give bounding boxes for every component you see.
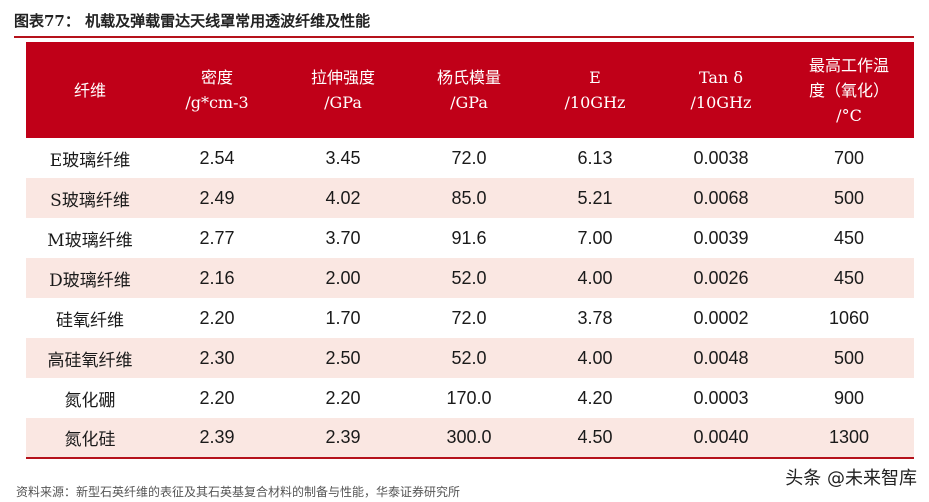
cell-loss-tangent: 0.0038 [693,147,749,168]
table-row: 氮化硅 2.39 2.39 300.0 4.50 0.0040 1300 [26,418,914,458]
cell-fiber: M玻璃纤维 [47,230,133,251]
cell-max-temp: 1060 [828,307,870,328]
cell-dielectric: 4.00 [577,347,613,368]
cell-tensile: 2.39 [325,427,361,447]
cell-density: 2.16 [199,267,235,288]
table-row: E玻璃纤维 2.54 3.45 72.0 6.13 0.0038 700 [26,138,914,178]
header-density: 密度 /g*cm-3 [185,68,249,112]
cell-dielectric: 7.00 [577,227,613,248]
source-note: 资料来源：新型石英纤维的表征及其石英基复合材料的制备与性能，华泰证券研究所 [16,485,461,499]
header-max-temperature: 最高工作温 度（氧化） /°C [808,55,889,125]
header-tensile-strength: 拉伸强度 /GPa [310,68,375,112]
table-header-row: 纤维 密度 /g*cm-3 拉伸强度 /GPa 杨氏模量 /GPa E /10G… [26,42,914,138]
cell-loss-tangent: 0.0048 [693,347,749,368]
cell-tensile: 4.02 [325,187,361,208]
cell-modulus: 72.0 [451,147,487,168]
cell-tensile: 3.45 [325,147,361,168]
cell-fiber: 高硅氧纤维 [47,350,133,371]
cell-modulus: 170.0 [446,387,492,408]
cell-modulus: 85.0 [451,187,487,208]
table-row: M玻璃纤维 2.77 3.70 91.6 7.00 0.0039 450 [26,218,914,258]
cell-density: 2.49 [199,187,235,208]
cell-dielectric: 4.00 [577,267,613,288]
cell-max-temp: 900 [833,387,865,408]
figure-title: 图表77： 机载及弹载雷达天线罩常用透波纤维及性能 [14,12,371,30]
table-row: D玻璃纤维 2.16 2.00 52.0 4.00 0.0026 450 [26,258,914,298]
table-row: 高硅氧纤维 2.30 2.50 52.0 4.00 0.0048 500 [26,338,914,378]
watermark: 头条 @未来智库 [785,468,917,489]
cell-dielectric: 6.13 [577,147,613,168]
cell-density: 2.77 [199,227,235,248]
cell-loss-tangent: 0.0002 [693,307,749,328]
cell-fiber: 硅氧纤维 [56,310,124,331]
cell-modulus: 300.0 [446,427,492,447]
cell-loss-tangent: 0.0039 [693,227,749,248]
cell-max-temp: 700 [833,147,865,168]
cell-tensile: 3.70 [325,227,361,248]
cell-dielectric: 4.20 [577,387,613,408]
table-row: 氮化硼 2.20 2.20 170.0 4.20 0.0003 900 [26,378,914,418]
cell-tensile: 2.50 [325,347,361,368]
cell-dielectric: 4.50 [577,427,613,447]
cell-max-temp: 450 [833,267,865,288]
cell-density: 2.54 [199,147,235,168]
cell-fiber: S玻璃纤维 [50,190,130,211]
header-loss-tangent: Tan δ /10GHz [690,68,752,112]
cell-max-temp: 500 [833,347,865,368]
header-fiber: 纤维 [73,80,106,100]
cell-modulus: 52.0 [451,347,487,368]
cell-modulus: 52.0 [451,267,487,288]
header-youngs-modulus: 杨氏模量 /GPa [436,68,501,112]
cell-tensile: 2.20 [325,387,361,408]
table-row: 硅氧纤维 2.20 1.70 72.0 3.78 0.0002 1060 [26,298,914,338]
cell-loss-tangent: 0.0026 [693,267,749,288]
cell-loss-tangent: 0.0003 [693,387,749,408]
cell-max-temp: 1300 [828,427,870,447]
cell-dielectric: 5.21 [577,187,613,208]
cell-fiber: 氮化硅 [64,430,116,450]
cell-tensile: 2.00 [325,267,361,288]
fiber-properties-table: 纤维 密度 /g*cm-3 拉伸强度 /GPa 杨氏模量 /GPa E /10G… [26,42,914,459]
table-row: S玻璃纤维 2.49 4.02 85.0 5.21 0.0068 500 [26,178,914,218]
cell-density: 2.20 [199,387,235,408]
cell-density: 2.39 [199,427,235,447]
cell-dielectric: 3.78 [577,307,613,328]
cell-fiber: D玻璃纤维 [49,270,131,291]
cell-max-temp: 500 [833,187,865,208]
cell-fiber: E玻璃纤维 [49,150,131,171]
cell-loss-tangent: 0.0068 [693,187,749,208]
title-bar: 图表77： 机载及弹载雷达天线罩常用透波纤维及性能 [14,8,914,38]
cell-loss-tangent: 0.0040 [693,427,749,447]
cell-modulus: 91.6 [451,227,487,248]
cell-tensile: 1.70 [325,307,361,328]
cell-density: 2.20 [199,307,235,328]
cell-modulus: 72.0 [451,307,487,328]
cell-max-temp: 450 [833,227,865,248]
cell-density: 2.30 [199,347,235,368]
cell-fiber: 氮化硼 [64,390,116,411]
header-dielectric-constant: E /10GHz [564,68,626,112]
